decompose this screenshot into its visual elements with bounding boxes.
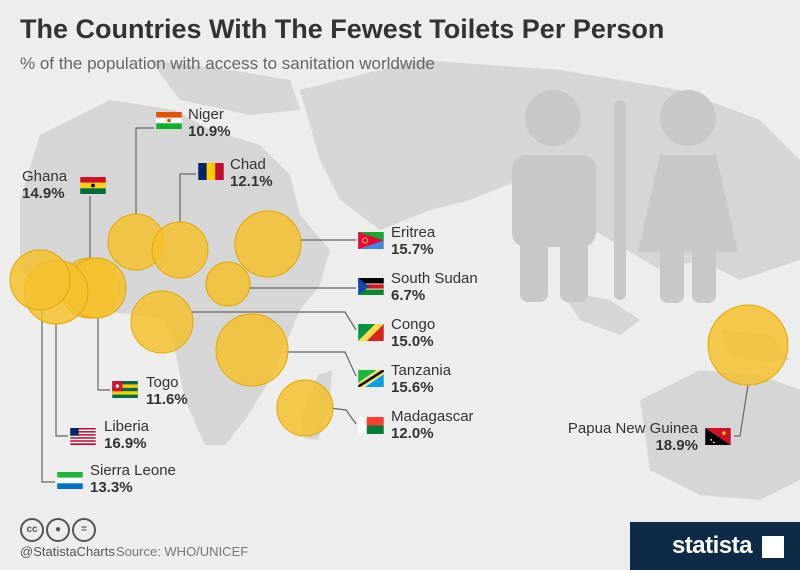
label-liberia: Liberia 16.9% xyxy=(104,418,149,452)
europe-landmass xyxy=(150,60,300,115)
label-madagascar: Madagascar 12.0% xyxy=(391,408,474,442)
chart-title: The Countries With The Fewest Toilets Pe… xyxy=(20,14,665,44)
label-name: Madagascar xyxy=(391,408,474,425)
papua-new-guinea-flag-icon xyxy=(705,428,731,445)
label-papua-new-guinea: Papua New Guinea 18.9% xyxy=(568,420,698,454)
label-value: 11.6% xyxy=(146,391,188,408)
label-eritrea: Eritrea 15.7% xyxy=(391,224,435,258)
source-note: Source: WHO/UNICEF xyxy=(116,544,249,559)
male-toilet-icon xyxy=(512,90,596,302)
brand-logo-text: statista xyxy=(671,532,753,559)
leader-line-chad xyxy=(179,173,196,222)
label-name: Tanzania xyxy=(391,362,452,379)
label-chad: Chad 12.1% xyxy=(230,156,273,190)
label-name: Eritrea xyxy=(391,224,436,241)
no-derivatives-icon: = xyxy=(72,518,96,542)
chad-flag-icon xyxy=(198,163,224,180)
label-congo: Congo 15.0% xyxy=(391,316,435,350)
female-toilet-icon xyxy=(638,90,738,303)
label-value: 13.3% xyxy=(90,479,133,496)
sierra-leone-flag-icon xyxy=(57,472,83,489)
leader-line-togo xyxy=(97,318,110,391)
twitter-handle: @StatistaCharts xyxy=(20,544,115,559)
label-value: 15.0% xyxy=(391,333,434,350)
label-value: 14.9% xyxy=(22,185,65,202)
label-name: Sierra Leone xyxy=(90,462,176,479)
leader-line-congo xyxy=(192,311,357,331)
label-name: Togo xyxy=(146,374,179,391)
leader-line-papua-new-guinea xyxy=(734,384,749,437)
label-value: 16.9% xyxy=(104,435,147,452)
leader-line-madagascar xyxy=(329,407,357,425)
cc-icon: cc xyxy=(20,518,44,542)
bubble-madagascar xyxy=(276,379,334,437)
label-togo: Togo 11.6% xyxy=(146,374,188,408)
label-tanzania: Tanzania 15.6% xyxy=(391,362,451,396)
leader-lines xyxy=(41,127,749,483)
ghana-flag-icon xyxy=(80,177,106,194)
congo-flag-icon xyxy=(358,324,384,341)
label-sierra-leone: Sierra Leone 13.3% xyxy=(90,462,176,496)
label-name: Chad xyxy=(230,156,266,173)
leader-line-niger xyxy=(135,127,154,214)
madagascar-flag-icon xyxy=(358,417,384,434)
bubble-eritrea xyxy=(234,210,302,278)
label-value: 12.1% xyxy=(230,173,273,190)
leader-line-liberia xyxy=(55,324,68,437)
tanzania-flag-icon xyxy=(358,370,384,387)
leader-line-sierra-leone xyxy=(41,310,55,483)
label-name: Liberia xyxy=(104,418,150,435)
label-niger: Niger 10.9% xyxy=(188,106,231,140)
label-value: 6.7% xyxy=(391,287,426,304)
statista-logo-icon xyxy=(762,536,784,558)
bubbles xyxy=(9,210,789,437)
niger-flag-icon xyxy=(156,112,182,129)
label-value: 10.9% xyxy=(188,123,231,140)
label-value: 18.9% xyxy=(655,437,698,454)
label-name: Ghana xyxy=(22,168,68,185)
label-name: Congo xyxy=(391,316,436,333)
toilet-divider xyxy=(614,100,626,300)
attribution-icon: ● xyxy=(46,518,70,542)
label-ghana: Ghana 14.9% xyxy=(22,168,67,202)
bubble-south-sudan xyxy=(205,261,251,307)
togo-flag-icon xyxy=(112,381,138,398)
label-value: 15.6% xyxy=(391,379,434,396)
south-sudan-flag-icon xyxy=(358,278,384,295)
chart-subtitle: % of the population with access to sanit… xyxy=(20,54,435,73)
bubble-congo xyxy=(130,290,194,354)
label-name: South Sudan xyxy=(391,270,478,287)
label-name: Niger xyxy=(188,106,224,123)
bubble-sierra-leone xyxy=(9,249,71,311)
bubble-tanzania xyxy=(215,313,289,387)
liberia-flag-icon xyxy=(70,428,96,445)
bubble-chad xyxy=(151,221,209,279)
label-value: 15.7% xyxy=(391,241,434,258)
bubble-papua-new-guinea xyxy=(707,304,789,386)
label-name: Papua New Guinea xyxy=(567,420,698,437)
eritrea-flag-icon xyxy=(358,232,384,249)
leader-line-tanzania xyxy=(285,351,357,377)
label-south-sudan: South Sudan 6.7% xyxy=(391,270,478,304)
label-value: 12.0% xyxy=(391,425,434,442)
